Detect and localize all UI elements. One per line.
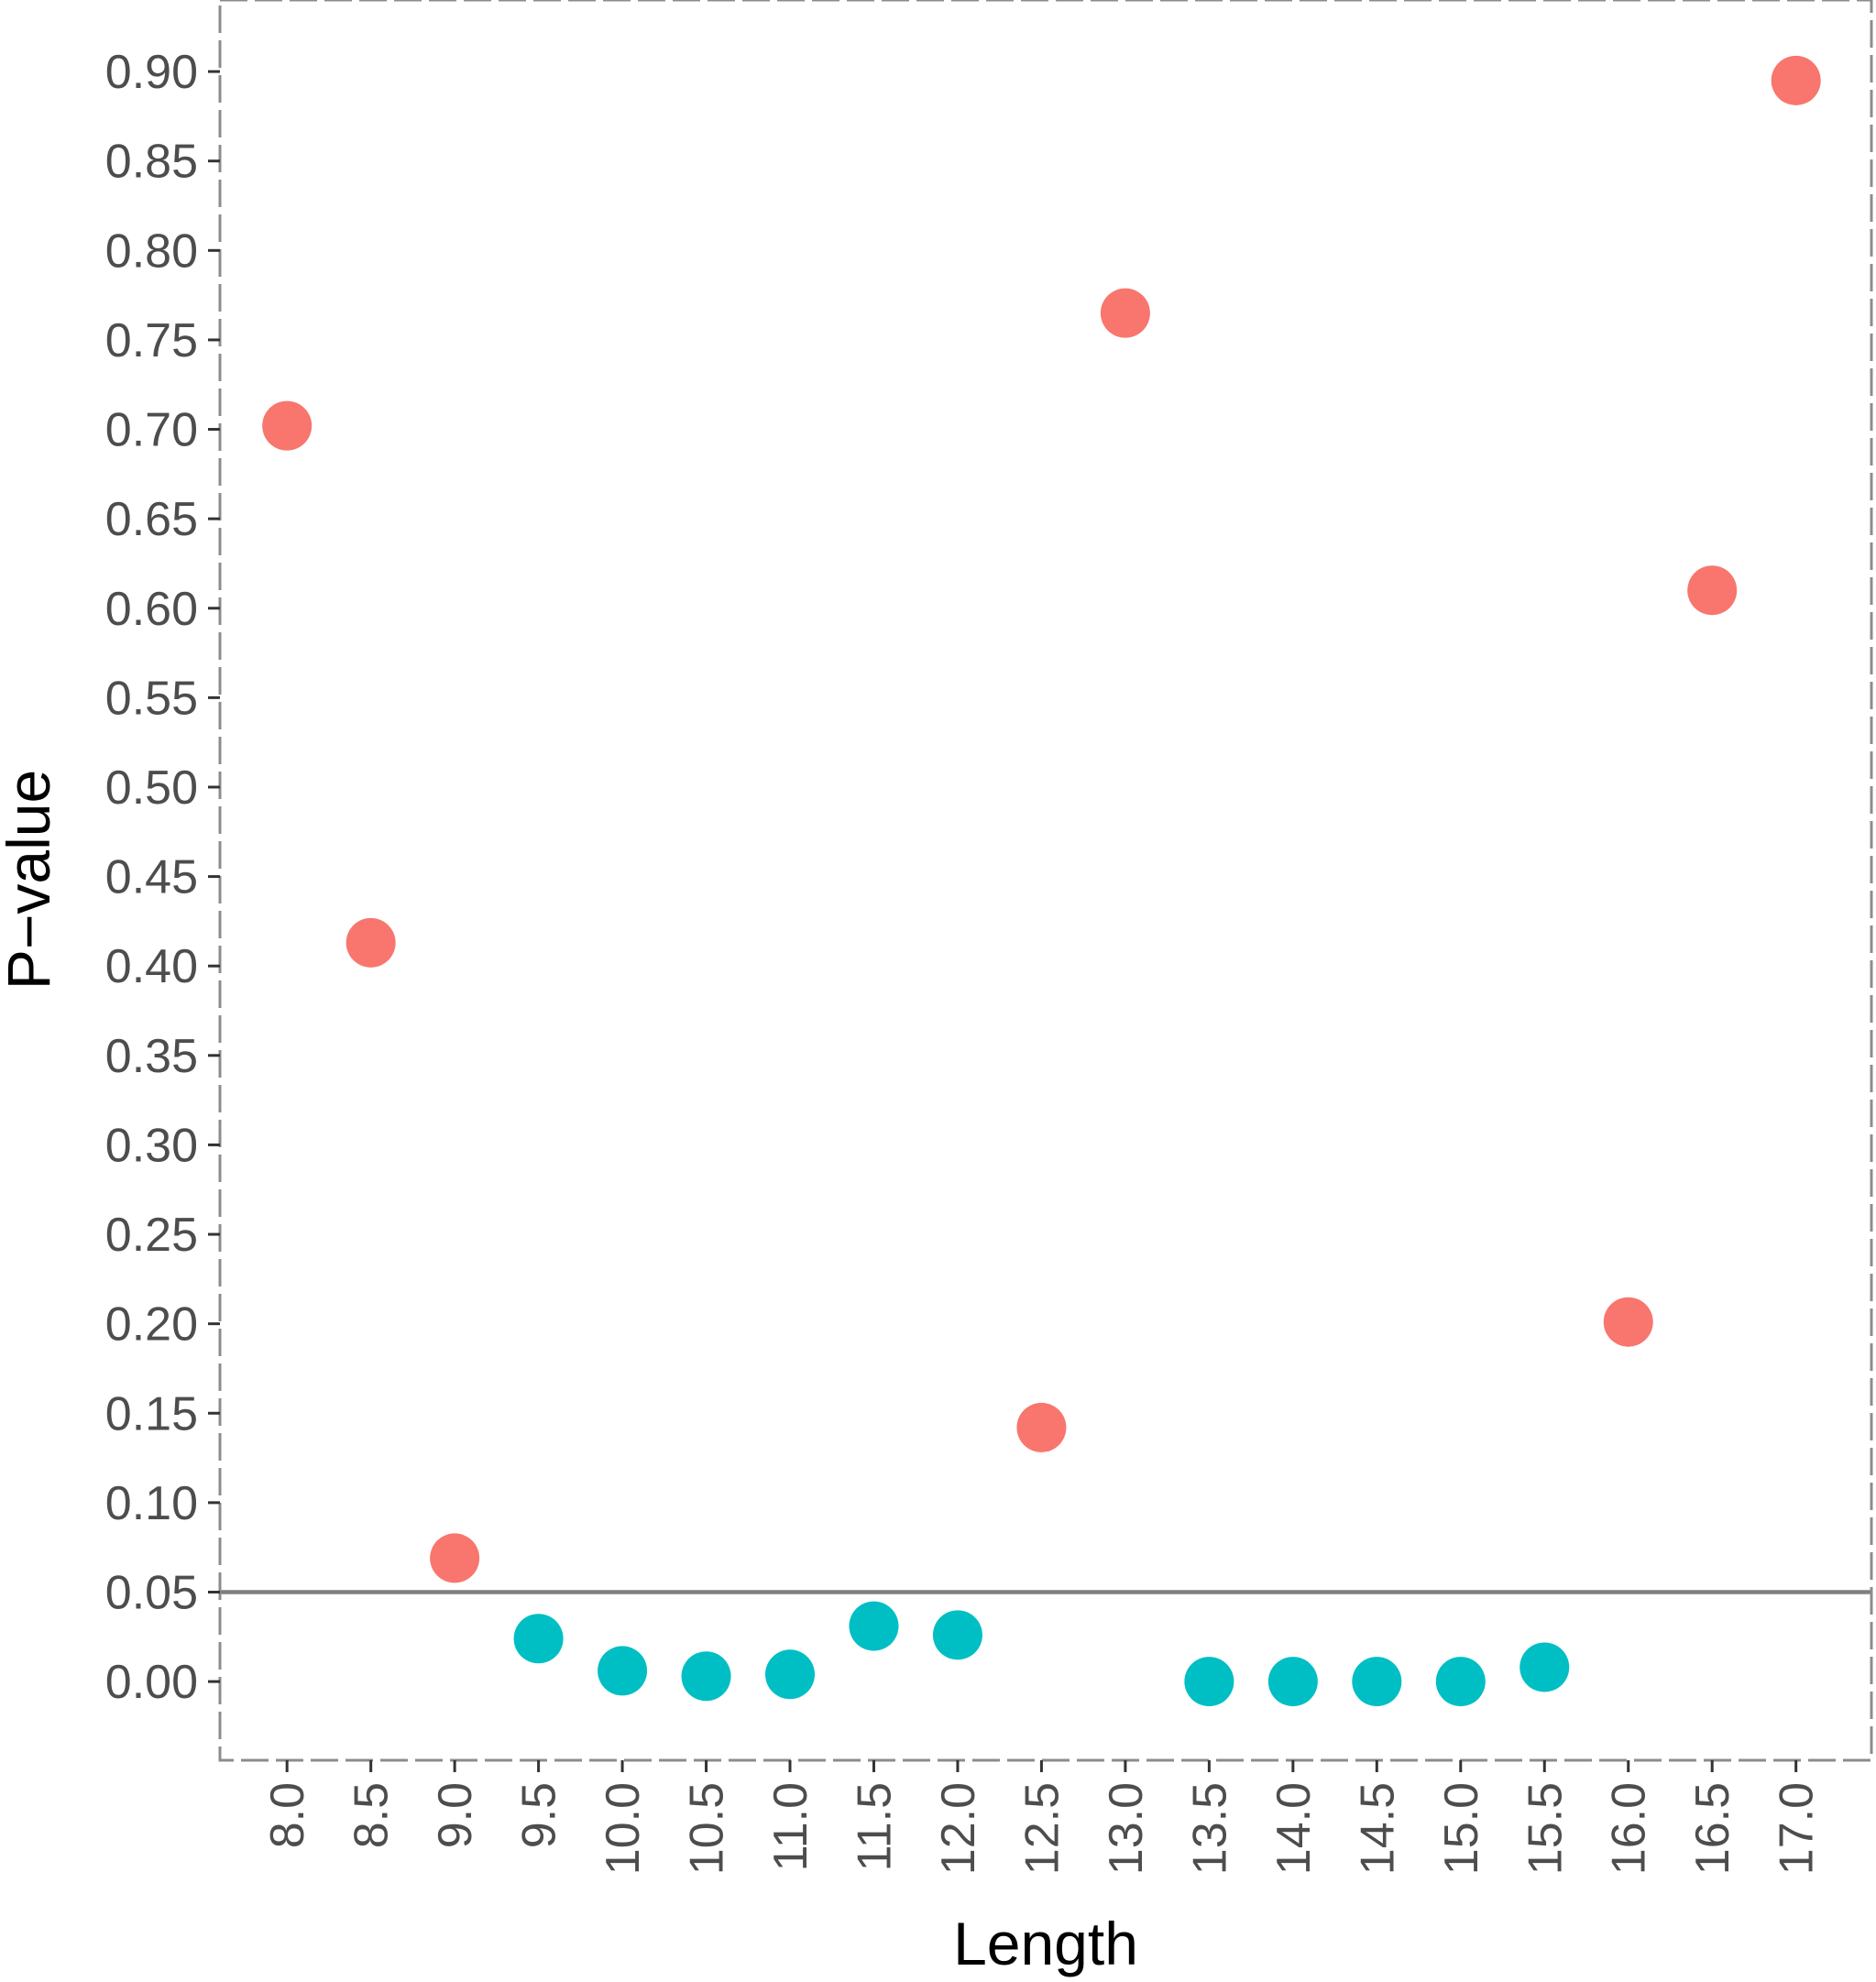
data-point [1435, 1657, 1486, 1707]
y-tick-label: 0.00 [105, 1656, 198, 1709]
y-tick-label: 0.20 [105, 1298, 198, 1352]
x-tick-label: 11.0 [764, 1782, 817, 1871]
data-point [1519, 1642, 1570, 1692]
x-tick-label: 10.5 [681, 1782, 734, 1875]
data-point [1771, 55, 1821, 105]
data-point [932, 1610, 982, 1660]
x-tick-label: 12.5 [1015, 1782, 1069, 1875]
y-axis-title: P−value [0, 770, 62, 990]
x-tick-label: 16.5 [1686, 1782, 1739, 1875]
y-tick-label: 0.85 [105, 136, 198, 189]
data-point [1016, 1402, 1067, 1452]
y-tick-label: 0.75 [105, 314, 198, 367]
x-tick-label: 10.0 [597, 1782, 650, 1875]
x-tick-label: 8.0 [261, 1782, 314, 1848]
data-point [765, 1649, 816, 1700]
x-tick-label: 8.5 [346, 1782, 399, 1848]
x-tick-label: 13.5 [1183, 1782, 1236, 1875]
y-tick-label: 0.65 [105, 493, 198, 546]
x-axis-title: Length [953, 1910, 1138, 1977]
data-point [681, 1651, 731, 1702]
x-tick-label: 9.5 [513, 1782, 566, 1848]
data-point [1184, 1657, 1234, 1707]
data-point [262, 400, 313, 451]
x-tick-label: 9.0 [429, 1782, 482, 1848]
data-point [1687, 565, 1738, 616]
y-tick-label: 0.10 [105, 1477, 198, 1530]
data-point [1267, 1657, 1318, 1707]
y-tick-label: 0.15 [105, 1387, 198, 1440]
data-point [513, 1614, 564, 1664]
y-tick-label: 0.30 [105, 1119, 198, 1172]
data-point [1603, 1297, 1653, 1347]
data-point [346, 917, 396, 968]
x-tick-label: 17.0 [1771, 1782, 1824, 1875]
panel-border [218, 0, 1873, 1762]
x-tick-label: 15.0 [1435, 1782, 1488, 1875]
data-point [598, 1646, 648, 1696]
x-tick-label: 16.0 [1603, 1782, 1656, 1875]
y-tick-label: 0.55 [105, 672, 198, 725]
y-tick-label: 0.70 [105, 404, 198, 457]
panel-background [220, 0, 1871, 1760]
x-tick-label: 12.0 [932, 1782, 985, 1875]
y-tick-label: 0.25 [105, 1209, 198, 1262]
data-point [849, 1601, 899, 1651]
data-point [1352, 1657, 1402, 1707]
x-tick-label: 13.0 [1100, 1782, 1153, 1875]
y-tick-label: 0.35 [105, 1030, 198, 1083]
x-tick-label: 14.5 [1351, 1782, 1404, 1875]
data-point [430, 1533, 480, 1583]
y-tick-label: 0.50 [105, 761, 198, 815]
y-tick-label: 0.80 [105, 224, 198, 278]
y-tick-label: 0.90 [105, 46, 198, 99]
y-tick-label: 0.40 [105, 940, 198, 993]
y-tick-label: 0.05 [105, 1566, 198, 1619]
x-tick-label: 11.5 [848, 1782, 901, 1871]
x-tick-label: 15.5 [1519, 1782, 1572, 1875]
y-tick-label: 0.60 [105, 583, 198, 636]
x-tick-label: 14.0 [1267, 1782, 1321, 1875]
data-point [1100, 288, 1150, 338]
y-tick-label: 0.45 [105, 851, 198, 904]
